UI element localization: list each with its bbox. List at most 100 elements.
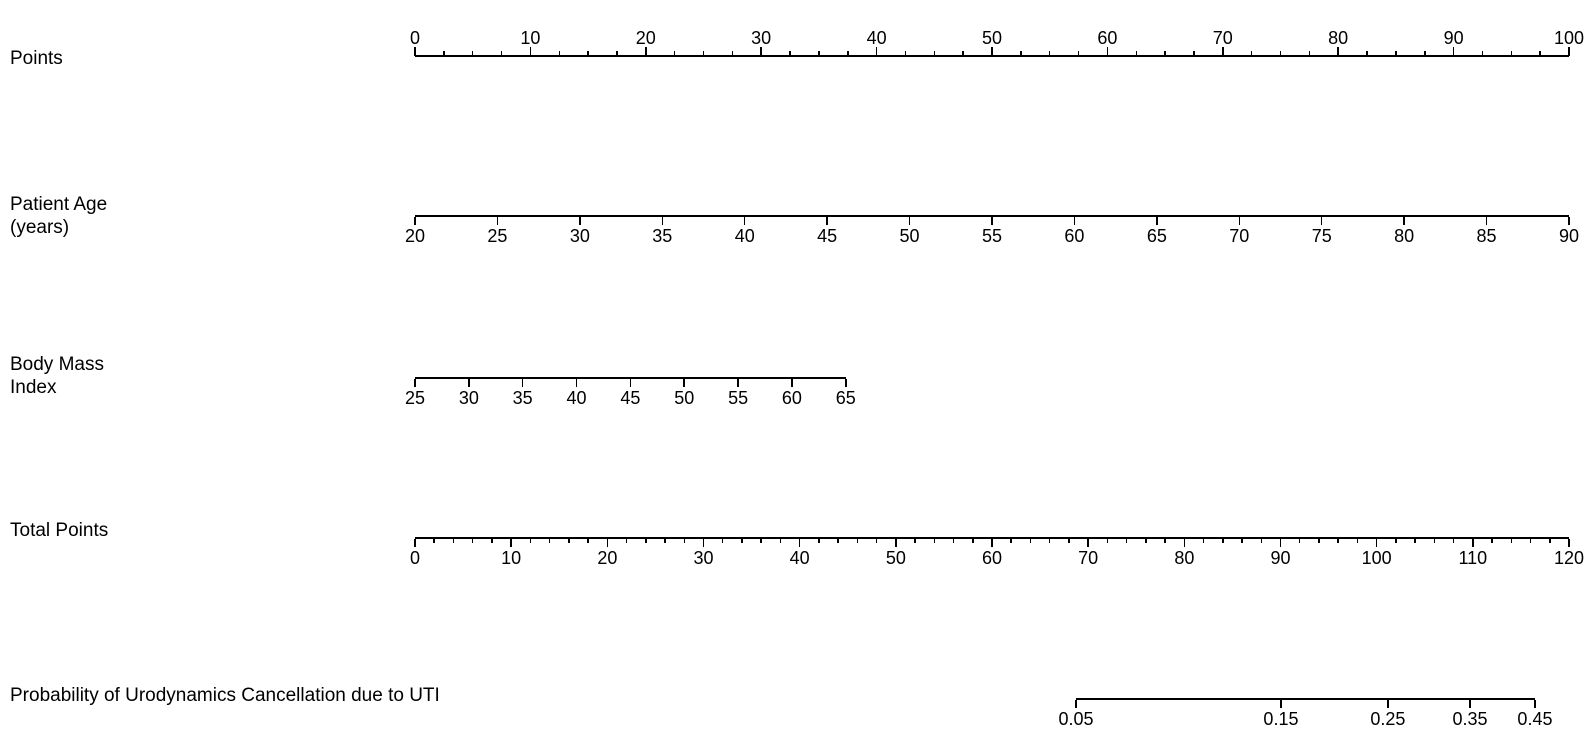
- tick-label-total-points: 90: [1270, 548, 1291, 568]
- minor-tick-points: [1250, 51, 1253, 56]
- major-tick-body-mass-index: [683, 379, 685, 387]
- minor-tick-points: [904, 51, 907, 56]
- minor-tick-total-points: [568, 539, 570, 543]
- major-tick-body-mass-index: [575, 379, 578, 387]
- tick-label-points: 100: [1553, 28, 1585, 48]
- tick-label-points: 0: [409, 28, 421, 48]
- major-tick-patient-age: [1073, 217, 1076, 225]
- minor-tick-total-points: [452, 539, 455, 543]
- minor-tick-total-points: [741, 539, 743, 543]
- minor-tick-total-points: [645, 539, 647, 543]
- axis-title-line: Probability of Urodynamics Cancellation …: [10, 684, 440, 706]
- major-tick-body-mass-index: [521, 379, 524, 387]
- major-tick-body-mass-index: [629, 379, 632, 387]
- minor-tick-points: [1510, 51, 1513, 56]
- major-tick-total-points: [1183, 539, 1186, 547]
- axis-line-body-mass-index: [415, 377, 846, 379]
- minor-tick-total-points: [1010, 539, 1012, 543]
- minor-tick-points: [471, 51, 474, 56]
- minor-tick-total-points: [837, 539, 839, 543]
- minor-tick-total-points: [1298, 539, 1301, 543]
- major-tick-patient-age: [1403, 217, 1405, 225]
- major-tick-body-mass-index: [791, 379, 793, 387]
- minor-tick-points: [1308, 51, 1311, 56]
- minor-tick-total-points: [664, 539, 666, 543]
- minor-tick-total-points: [529, 539, 532, 543]
- tick-label-total-points: 0: [409, 548, 421, 568]
- tick-label-body-mass-index: 30: [458, 388, 479, 408]
- minor-tick-total-points: [952, 539, 955, 543]
- axis-line-points: [415, 55, 1569, 57]
- minor-tick-total-points: [1395, 539, 1397, 543]
- major-tick-probability-uti: [1280, 700, 1282, 708]
- minor-tick-points: [1481, 51, 1484, 56]
- tick-label-points: 80: [1328, 28, 1349, 48]
- minor-tick-total-points: [1433, 539, 1436, 543]
- tick-label-total-points: 30: [693, 548, 714, 568]
- major-tick-patient-age: [1568, 217, 1570, 225]
- minor-tick-total-points: [721, 539, 724, 543]
- tick-label-probability-uti: 0.05: [1058, 709, 1094, 729]
- axis-title-line: Patient Age: [10, 194, 108, 215]
- minor-tick-total-points: [471, 539, 474, 543]
- minor-tick-total-points: [933, 539, 936, 543]
- major-tick-probability-uti: [1075, 700, 1077, 708]
- tick-label-points: 40: [866, 28, 887, 48]
- minor-tick-total-points: [1029, 539, 1032, 543]
- major-tick-patient-age: [496, 217, 499, 225]
- tick-label-probability-uti: 0.45: [1517, 709, 1553, 729]
- tick-label-body-mass-index: 40: [566, 388, 587, 408]
- minor-tick-points: [1020, 51, 1022, 56]
- tick-label-total-points: 120: [1553, 548, 1585, 568]
- minor-tick-total-points: [1337, 539, 1339, 543]
- tick-label-total-points: 80: [1174, 548, 1195, 568]
- major-tick-total-points: [606, 539, 609, 547]
- minor-tick-total-points: [1414, 539, 1416, 543]
- major-tick-patient-age: [414, 217, 416, 225]
- tick-label-total-points: 60: [981, 548, 1003, 568]
- major-tick-total-points: [414, 539, 416, 547]
- tick-label-patient-age: 75: [1311, 226, 1332, 246]
- major-tick-patient-age: [1156, 217, 1158, 225]
- major-tick-points: [1452, 47, 1455, 56]
- major-tick-patient-age: [908, 217, 911, 225]
- major-tick-points: [991, 47, 993, 56]
- tick-label-patient-age: 50: [899, 226, 920, 246]
- minor-tick-points: [962, 51, 964, 56]
- major-tick-patient-age: [579, 217, 581, 225]
- major-tick-patient-age: [1320, 217, 1323, 225]
- major-tick-points: [645, 47, 647, 56]
- minor-tick-points: [1077, 51, 1080, 56]
- minor-tick-total-points: [1202, 539, 1205, 543]
- minor-tick-total-points: [587, 539, 589, 543]
- minor-tick-points: [500, 51, 503, 56]
- tick-label-body-mass-index: 55: [728, 388, 749, 408]
- minor-tick-points: [1279, 51, 1282, 56]
- tick-label-points: 70: [1212, 28, 1233, 48]
- major-tick-body-mass-index: [845, 379, 847, 387]
- major-tick-patient-age: [991, 217, 993, 225]
- minor-tick-points: [1048, 51, 1051, 56]
- minor-tick-points: [1539, 51, 1541, 56]
- major-tick-total-points: [1087, 539, 1089, 547]
- tick-label-patient-age: 40: [734, 226, 755, 246]
- tick-label-points: 10: [520, 28, 541, 48]
- minor-tick-points: [933, 51, 936, 56]
- minor-tick-total-points: [1491, 539, 1493, 543]
- minor-tick-points: [558, 51, 560, 56]
- major-tick-probability-uti: [1534, 700, 1536, 708]
- tick-label-patient-age: 70: [1229, 226, 1250, 246]
- tick-label-patient-age: 80: [1394, 226, 1415, 246]
- minor-tick-total-points: [1222, 539, 1224, 543]
- tick-label-points: 50: [981, 28, 1003, 48]
- major-tick-total-points: [702, 539, 705, 547]
- minor-tick-total-points: [875, 539, 878, 543]
- minor-tick-points: [847, 51, 849, 56]
- minor-tick-total-points: [1145, 539, 1147, 543]
- minor-tick-points: [818, 51, 820, 56]
- minor-tick-points: [789, 51, 791, 56]
- axis-title-body-mass-index: Body Mass Index: [10, 353, 104, 399]
- tick-label-probability-uti: 0.35: [1452, 709, 1488, 729]
- major-tick-points: [414, 47, 416, 56]
